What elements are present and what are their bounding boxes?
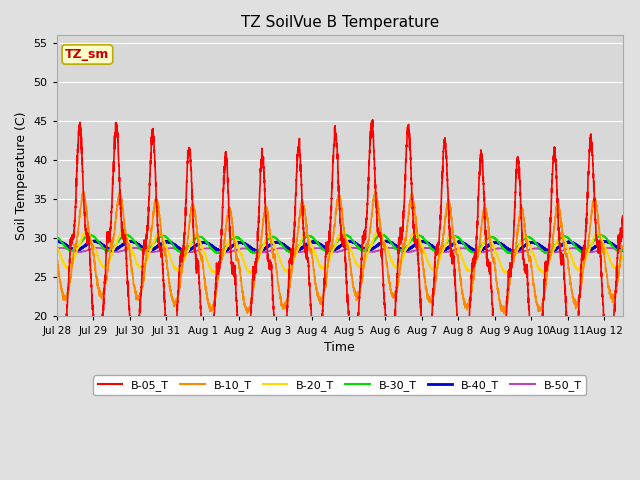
X-axis label: Time: Time [324,341,355,354]
Text: TZ_sm: TZ_sm [65,48,109,61]
Legend: B-05_T, B-10_T, B-20_T, B-30_T, B-40_T, B-50_T: B-05_T, B-10_T, B-20_T, B-30_T, B-40_T, … [93,375,586,395]
Title: TZ SoilVue B Temperature: TZ SoilVue B Temperature [241,15,439,30]
Y-axis label: Soil Temperature (C): Soil Temperature (C) [15,112,28,240]
